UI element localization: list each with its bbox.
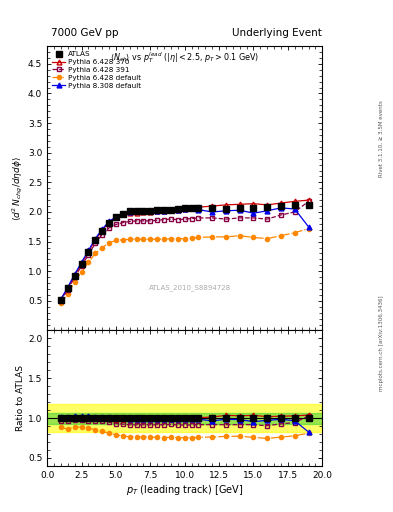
Y-axis label: $\langle d^2\,N_{chg}/d\eta d\phi\rangle$: $\langle d^2\,N_{chg}/d\eta d\phi\rangle… [11, 156, 25, 221]
Y-axis label: Ratio to ATLAS: Ratio to ATLAS [16, 365, 25, 431]
Bar [47, 413, 322, 424]
Legend: ATLAS, Pythia 6.428 370, Pythia 6.428 391, Pythia 6.428 default, Pythia 8.308 de: ATLAS, Pythia 6.428 370, Pythia 6.428 39… [51, 50, 143, 90]
Text: Underlying Event: Underlying Event [232, 28, 322, 38]
X-axis label: $p_T$ (leading track) [GeV]: $p_T$ (leading track) [GeV] [126, 482, 243, 497]
Bar [47, 404, 322, 433]
Text: mcplots.cern.ch [arXiv:1306.3436]: mcplots.cern.ch [arXiv:1306.3436] [379, 295, 384, 391]
Text: Rivet 3.1.10, ≥ 3.5M events: Rivet 3.1.10, ≥ 3.5M events [379, 100, 384, 177]
Text: 7000 GeV pp: 7000 GeV pp [51, 28, 119, 38]
Text: ATLAS_2010_S8894728: ATLAS_2010_S8894728 [149, 285, 231, 291]
Text: $\langle N_{ch}\rangle$ vs $p_T^{lead}$ ($|\eta| < 2.5$, $p_T > 0.1$ GeV): $\langle N_{ch}\rangle$ vs $p_T^{lead}$ … [110, 50, 259, 65]
